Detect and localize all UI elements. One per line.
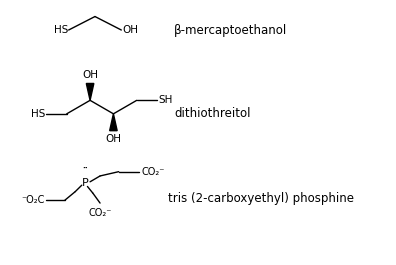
Text: dithiothreitol: dithiothreitol: [174, 107, 251, 120]
Polygon shape: [110, 114, 117, 131]
Text: SH: SH: [158, 95, 173, 105]
Text: OH: OH: [122, 25, 138, 35]
Text: β-mercaptoethanol: β-mercaptoethanol: [174, 24, 287, 37]
Text: ··: ··: [83, 165, 88, 174]
Text: ⁻O₂C: ⁻O₂C: [21, 195, 44, 205]
Polygon shape: [86, 83, 94, 100]
Text: CO₂⁻: CO₂⁻: [141, 167, 165, 177]
Text: OH: OH: [82, 70, 98, 80]
Text: HS: HS: [53, 25, 68, 35]
Text: OH: OH: [105, 134, 122, 144]
Text: HS: HS: [30, 109, 45, 119]
Text: tris (2-carboxyethyl) phosphine: tris (2-carboxyethyl) phosphine: [168, 192, 354, 205]
Text: P: P: [82, 178, 89, 188]
Text: CO₂⁻: CO₂⁻: [88, 208, 112, 218]
